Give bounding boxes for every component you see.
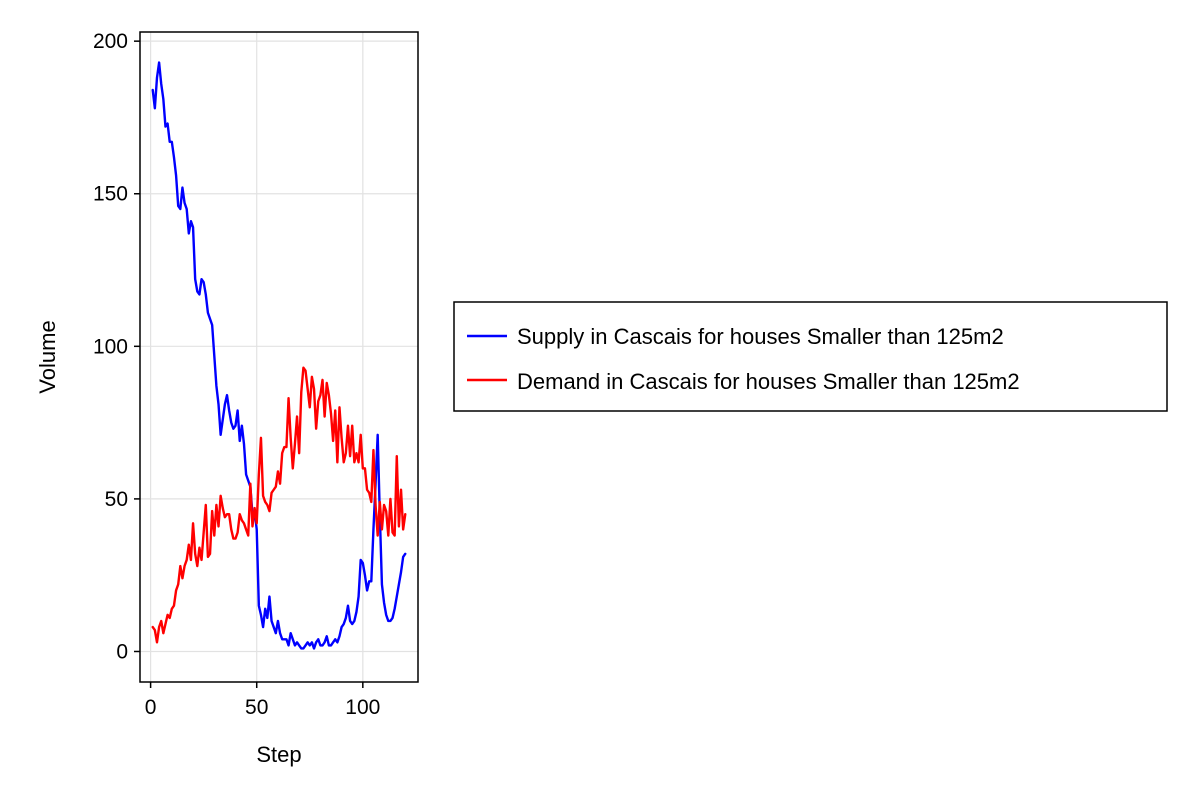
- supply-series-line: [151, 61, 407, 650]
- y-tick-label: 150: [93, 183, 128, 206]
- demand-series-line: [151, 366, 407, 644]
- y-tick-label: 50: [105, 488, 128, 511]
- grid: [140, 32, 418, 682]
- y-tick-label: 100: [93, 335, 128, 358]
- y-tick-label: 0: [116, 640, 128, 663]
- legend-label-demand: Demand in Cascais for houses Smaller tha…: [517, 369, 1020, 394]
- x-tick-label: 50: [245, 696, 268, 719]
- series-layer: [151, 61, 407, 650]
- x-axis-label: Step: [256, 742, 301, 767]
- y-tick-label: 200: [93, 30, 128, 53]
- x-tick-label: 0: [145, 696, 157, 719]
- legend-label-supply: Supply in Cascais for houses Smaller tha…: [517, 324, 1004, 349]
- y-axis-label: Volume: [35, 320, 60, 393]
- x-tick-label: 100: [345, 696, 380, 719]
- legend-box: [453, 301, 1168, 412]
- y-axis: 0 50 100 150 200: [93, 30, 140, 663]
- x-axis: 0 50 100: [145, 682, 380, 719]
- plot-frame: [139, 31, 419, 683]
- legend: Supply in Cascais for houses Smaller tha…: [453, 301, 1168, 412]
